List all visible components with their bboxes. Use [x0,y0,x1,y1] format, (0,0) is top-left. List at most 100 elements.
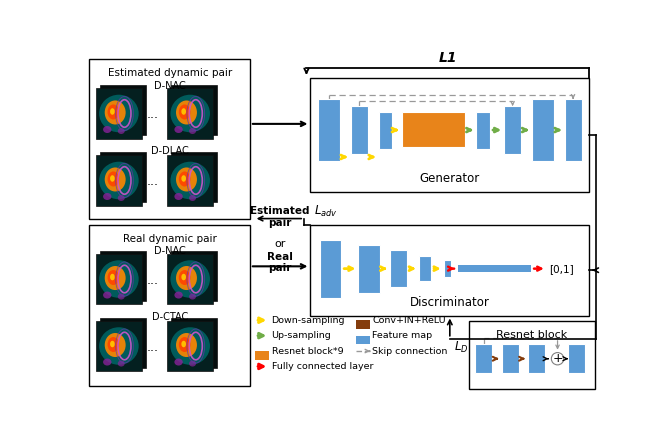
Ellipse shape [105,168,126,191]
Ellipse shape [181,341,186,347]
Bar [350,106,368,154]
Ellipse shape [99,162,139,199]
Bar [170,85,217,135]
Bar [568,344,585,373]
Text: Resnet block: Resnet block [496,330,567,340]
Bar [167,254,213,304]
Text: ...: ... [147,274,159,287]
Ellipse shape [178,270,190,285]
Bar [96,156,142,206]
Bar [458,265,531,272]
Ellipse shape [118,293,125,300]
Bar [444,260,452,277]
Text: Resnet block*9: Resnet block*9 [272,347,343,355]
Text: D-NAC: D-NAC [154,81,186,91]
Ellipse shape [105,266,126,290]
Text: Skip connection: Skip connection [372,347,448,355]
Ellipse shape [189,128,196,134]
Bar [402,112,466,147]
Bar [96,254,142,304]
Bar [501,344,519,373]
Ellipse shape [170,260,210,298]
Ellipse shape [99,327,139,365]
Ellipse shape [189,195,196,201]
Text: $L_D$: $L_D$ [454,340,468,355]
Ellipse shape [189,361,196,366]
Bar [504,106,521,154]
Text: $L_{adv}$: $L_{adv}$ [314,203,338,219]
Text: Estimated
pair: Estimated pair [250,206,310,228]
Ellipse shape [103,358,111,366]
Bar [470,321,595,389]
Ellipse shape [103,193,111,200]
Bar [320,240,341,298]
Bar [167,156,213,206]
Ellipse shape [170,327,210,365]
Text: [0,1]: [0,1] [549,263,574,274]
Ellipse shape [107,104,119,119]
Ellipse shape [174,292,182,298]
Ellipse shape [178,337,190,352]
Bar [378,111,392,149]
Bar [356,335,370,344]
Ellipse shape [118,195,125,201]
Ellipse shape [176,100,197,125]
Ellipse shape [181,175,186,182]
Bar [99,318,146,368]
Ellipse shape [176,266,197,290]
Bar [310,225,589,316]
Text: ...: ... [147,108,159,121]
Ellipse shape [118,361,125,366]
Bar [310,78,589,192]
Text: ...: ... [147,175,159,188]
Bar [170,152,217,202]
Text: Feature map: Feature map [372,331,432,340]
Bar [356,320,370,329]
Text: Discriminator: Discriminator [410,297,490,309]
Bar [89,59,250,219]
Bar [565,99,581,161]
Text: +: + [552,352,563,365]
Ellipse shape [118,128,125,134]
Text: Estimated dynamic pair: Estimated dynamic pair [107,69,232,78]
Text: Real
pair: Real pair [267,251,293,273]
Bar [476,111,490,149]
Bar [358,245,380,293]
Text: Conv+IN+ReLU: Conv+IN+ReLU [372,316,446,325]
Bar [532,99,553,161]
Ellipse shape [174,193,182,200]
Text: ...: ... [147,341,159,354]
Ellipse shape [99,95,139,132]
Ellipse shape [178,104,190,119]
Text: D-DLAC: D-DLAC [151,146,188,156]
Text: D-NAC: D-NAC [154,246,186,256]
Ellipse shape [176,333,197,357]
Bar [89,225,250,386]
Bar [318,99,340,161]
Ellipse shape [170,162,210,199]
Bar [99,152,146,202]
Ellipse shape [178,171,190,187]
Circle shape [551,353,563,365]
Ellipse shape [110,108,115,115]
Text: Fully connected layer: Fully connected layer [272,362,373,371]
Bar [167,321,213,371]
Text: Up-sampling: Up-sampling [272,331,331,340]
Text: D-CTAC: D-CTAC [152,312,188,322]
Bar [476,344,492,373]
Bar [528,344,545,373]
Ellipse shape [107,171,119,187]
Bar [99,85,146,135]
Ellipse shape [105,100,126,125]
Ellipse shape [99,260,139,298]
Bar [390,250,407,287]
Ellipse shape [189,293,196,300]
Bar [167,88,213,138]
Ellipse shape [103,292,111,298]
Ellipse shape [174,126,182,133]
Bar [419,256,431,281]
Ellipse shape [174,358,182,366]
Ellipse shape [110,274,115,280]
Ellipse shape [107,337,119,352]
Ellipse shape [110,175,115,182]
